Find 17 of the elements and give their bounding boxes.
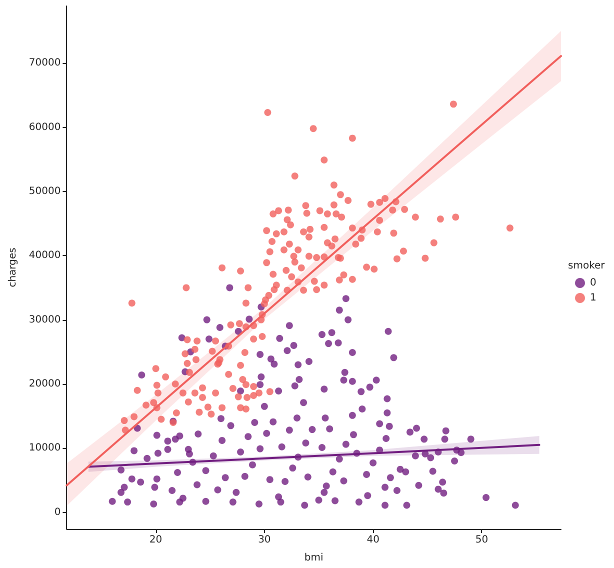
y-tick-label: 0 (54, 506, 61, 518)
y-tick-label: 70000 (28, 58, 61, 69)
y-tick-label: 40000 (28, 250, 61, 262)
y-tick-label: 30000 (28, 314, 61, 326)
legend-label: 0 (590, 278, 596, 288)
y-tick-label: 50000 (28, 186, 61, 197)
legend-label: 1 (590, 292, 596, 304)
legend-title: smoker (568, 260, 606, 272)
x-axis-title: bmi (304, 552, 324, 564)
x-tick-label: 30 (258, 534, 271, 546)
x-tick-label: 50 (475, 534, 488, 546)
y-axis-title: charges (8, 248, 18, 288)
x-tick-label: 20 (149, 534, 162, 546)
y-tick-label: 60000 (28, 122, 61, 133)
y-tick-label: 20000 (28, 378, 61, 390)
y-tick-label: 10000 (28, 442, 61, 454)
x-tick-label: 40 (366, 534, 380, 546)
